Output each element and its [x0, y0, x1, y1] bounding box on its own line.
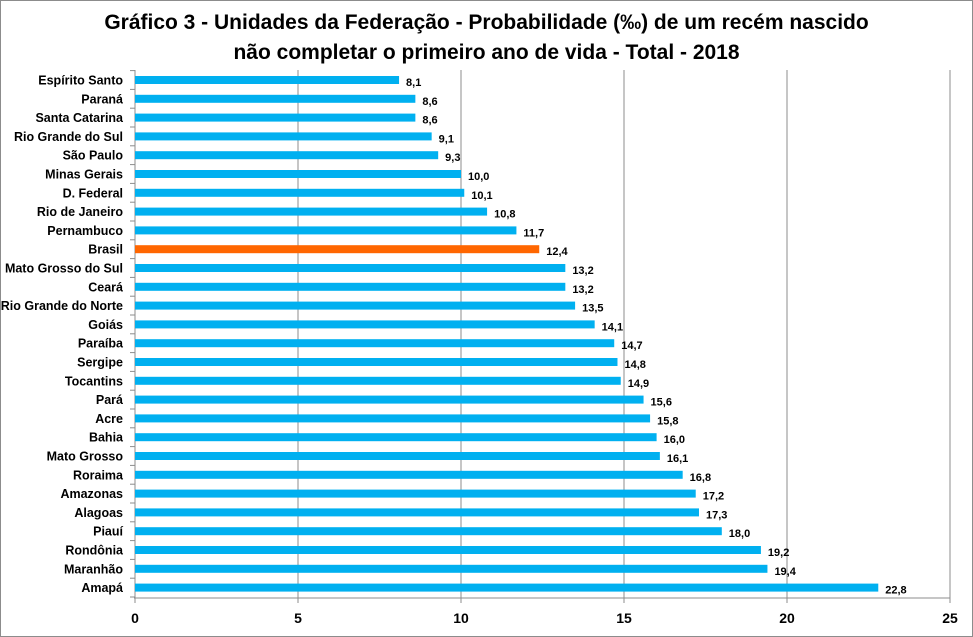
value-label: 17,3	[706, 509, 727, 521]
value-label: 15,8	[657, 415, 678, 427]
value-label: 13,2	[572, 284, 593, 296]
value-label: 16,1	[667, 453, 688, 465]
category-label: São Paulo	[63, 149, 124, 163]
category-label: Brasil	[88, 243, 123, 257]
bar	[135, 339, 615, 348]
category-label: Paraíba	[78, 337, 124, 351]
bar	[135, 76, 400, 84]
category-label: Roraima	[73, 468, 124, 482]
value-label: 10,0	[468, 171, 489, 183]
x-tick-label: 15	[616, 610, 632, 626]
bar	[135, 414, 651, 423]
category-label: Goiás	[88, 318, 123, 332]
value-label: 14,9	[628, 378, 649, 390]
gridlines	[130, 70, 951, 599]
bar	[135, 546, 761, 554]
value-label: 8,6	[422, 96, 437, 108]
value-label: 13,5	[582, 303, 603, 315]
chart-title: Gráfico 3 - Unidades da Federação - Prob…	[0, 8, 973, 68]
category-label: Amazonas	[60, 487, 123, 501]
bar	[135, 508, 699, 517]
bar	[135, 583, 879, 592]
bar	[135, 264, 566, 272]
x-tick-label: 10	[453, 610, 469, 626]
value-label: 15,6	[651, 397, 672, 409]
x-tick-label: 0	[131, 610, 139, 626]
category-label: Amapá	[81, 581, 123, 595]
value-label: 16,8	[690, 472, 711, 484]
value-label: 8,1	[406, 77, 421, 89]
x-tick-label: 25	[942, 610, 958, 626]
value-label: 10,1	[471, 190, 492, 202]
chart-title-line-1: Gráfico 3 - Unidades da Federação - Prob…	[104, 11, 869, 34]
value-label: 19,4	[774, 566, 796, 578]
bar	[135, 226, 517, 235]
value-label: 12,4	[546, 246, 568, 258]
x-tick-label: 20	[779, 610, 795, 626]
value-label: 17,2	[703, 491, 724, 503]
bar	[135, 527, 722, 536]
category-label: Ceará	[88, 280, 123, 294]
value-label: 9,3	[445, 152, 460, 164]
category-label: Mato Grosso	[47, 450, 124, 464]
bar	[135, 433, 657, 442]
value-label: 16,0	[664, 434, 685, 446]
value-label: 13,2	[572, 265, 593, 277]
bar	[135, 207, 488, 216]
category-label: Acre	[95, 412, 123, 426]
category-label: Pará	[96, 393, 123, 407]
bar	[135, 282, 566, 291]
value-label: 10,8	[494, 209, 515, 221]
category-label: D. Federal	[63, 186, 123, 200]
bar	[135, 395, 644, 404]
bar	[135, 489, 696, 498]
bar	[135, 376, 621, 385]
category-label: Paraná	[81, 92, 123, 106]
category-label: Minas Gerais	[45, 168, 123, 182]
value-label: 18,0	[729, 528, 750, 540]
category-label: Sergipe	[77, 356, 123, 370]
category-label: Pernambuco	[47, 224, 123, 238]
category-label: Rio Grande do Norte	[1, 299, 123, 313]
value-label: 14,8	[624, 359, 645, 371]
category-label: Maranhão	[64, 562, 123, 576]
bar	[135, 301, 576, 310]
category-label: Bahia	[89, 431, 124, 445]
category-label: Tocantins	[65, 374, 123, 388]
bars	[135, 76, 879, 592]
bar	[135, 452, 660, 460]
value-label: 14,1	[602, 321, 623, 333]
value-label: 9,1	[439, 133, 454, 145]
bar	[135, 564, 768, 573]
value-label: 11,7	[523, 227, 544, 239]
category-label: Rio de Janeiro	[37, 205, 123, 219]
category-label: Santa Catarina	[35, 111, 124, 125]
value-label: 22,8	[885, 585, 906, 597]
bar	[135, 358, 618, 366]
chart-title-line-2: não completar o primeiro ano de vida - T…	[233, 41, 740, 64]
bar	[135, 245, 540, 254]
category-labels: Espírito Santo Paraná Santa Catarina Rio Gr…	[1, 74, 124, 596]
category-label: Piauí	[93, 525, 123, 539]
bar	[135, 170, 461, 178]
x-tick-label: 5	[294, 610, 302, 626]
bar	[135, 94, 416, 103]
bar	[135, 188, 465, 197]
value-label: 14,7	[621, 340, 642, 352]
value-labels: 8,18,68,69,19,310,010,110,811,712,413,21…	[406, 77, 907, 597]
category-label: Mato Grosso do Sul	[5, 262, 123, 276]
bar	[135, 113, 416, 122]
bar	[135, 320, 595, 329]
x-axis-ticks: 0 5 10 15 20 25	[131, 598, 958, 626]
bar	[135, 132, 432, 141]
category-label: Alagoas	[74, 506, 123, 520]
bar	[135, 470, 683, 479]
bar	[135, 151, 439, 160]
category-label: Rondônia	[65, 544, 124, 558]
category-label: Rio Grande do Sul	[14, 130, 123, 144]
value-label: 8,6	[422, 115, 437, 127]
value-label: 19,2	[768, 547, 789, 559]
category-label: Espírito Santo	[38, 74, 123, 88]
